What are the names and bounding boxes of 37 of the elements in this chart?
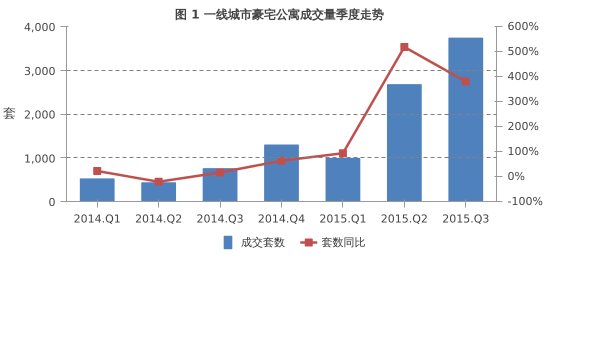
x-tick-label: 2014.Q1 xyxy=(74,212,121,226)
point xyxy=(462,78,470,86)
y2-tick-label: 200% xyxy=(508,120,539,133)
x-tick-label: 2015.Q3 xyxy=(442,212,490,226)
y-tick-label: 1,000 xyxy=(24,152,56,166)
point xyxy=(400,43,408,51)
legend-label: 成交套数 xyxy=(240,236,285,249)
y-tick-label: 3,000 xyxy=(24,64,56,78)
bar xyxy=(448,38,484,202)
x-tick-label: 2014.Q2 xyxy=(135,212,182,226)
chart-title: 图 1 一线城市豪宅公寓成交量季度走势 xyxy=(175,8,384,22)
y2-tick-label: 400% xyxy=(508,70,539,83)
x-tick-label: 2014.Q3 xyxy=(196,212,244,226)
point xyxy=(338,149,347,158)
y2-tick-label: 100% xyxy=(508,145,539,158)
bar xyxy=(264,144,299,202)
point xyxy=(216,168,224,176)
x-tick-label: 2015.Q1 xyxy=(319,212,367,226)
bar xyxy=(326,158,360,202)
bar xyxy=(141,182,176,202)
point xyxy=(154,178,163,186)
x-tick-label: 2015.Q2 xyxy=(380,212,428,226)
y-tick-label: 0 xyxy=(48,196,56,209)
y2-tick-label: 500% xyxy=(508,45,539,58)
y2-tick-label: 0% xyxy=(508,170,525,183)
bar xyxy=(80,178,115,202)
point xyxy=(93,167,102,175)
x-tick-label: 2014.Q4 xyxy=(258,212,306,226)
y-tick-label: 2,000 xyxy=(24,108,56,122)
y2-tick-label: 300% xyxy=(508,95,539,108)
legend-label: 套数同比 xyxy=(322,236,366,249)
bar xyxy=(386,84,422,202)
y2-tick-label: 600% xyxy=(508,20,539,33)
y-axis-title: 套 xyxy=(3,106,16,122)
y2-tick-label: -100% xyxy=(508,195,543,208)
point xyxy=(278,156,286,165)
y-tick-label: 4,000 xyxy=(24,21,56,34)
